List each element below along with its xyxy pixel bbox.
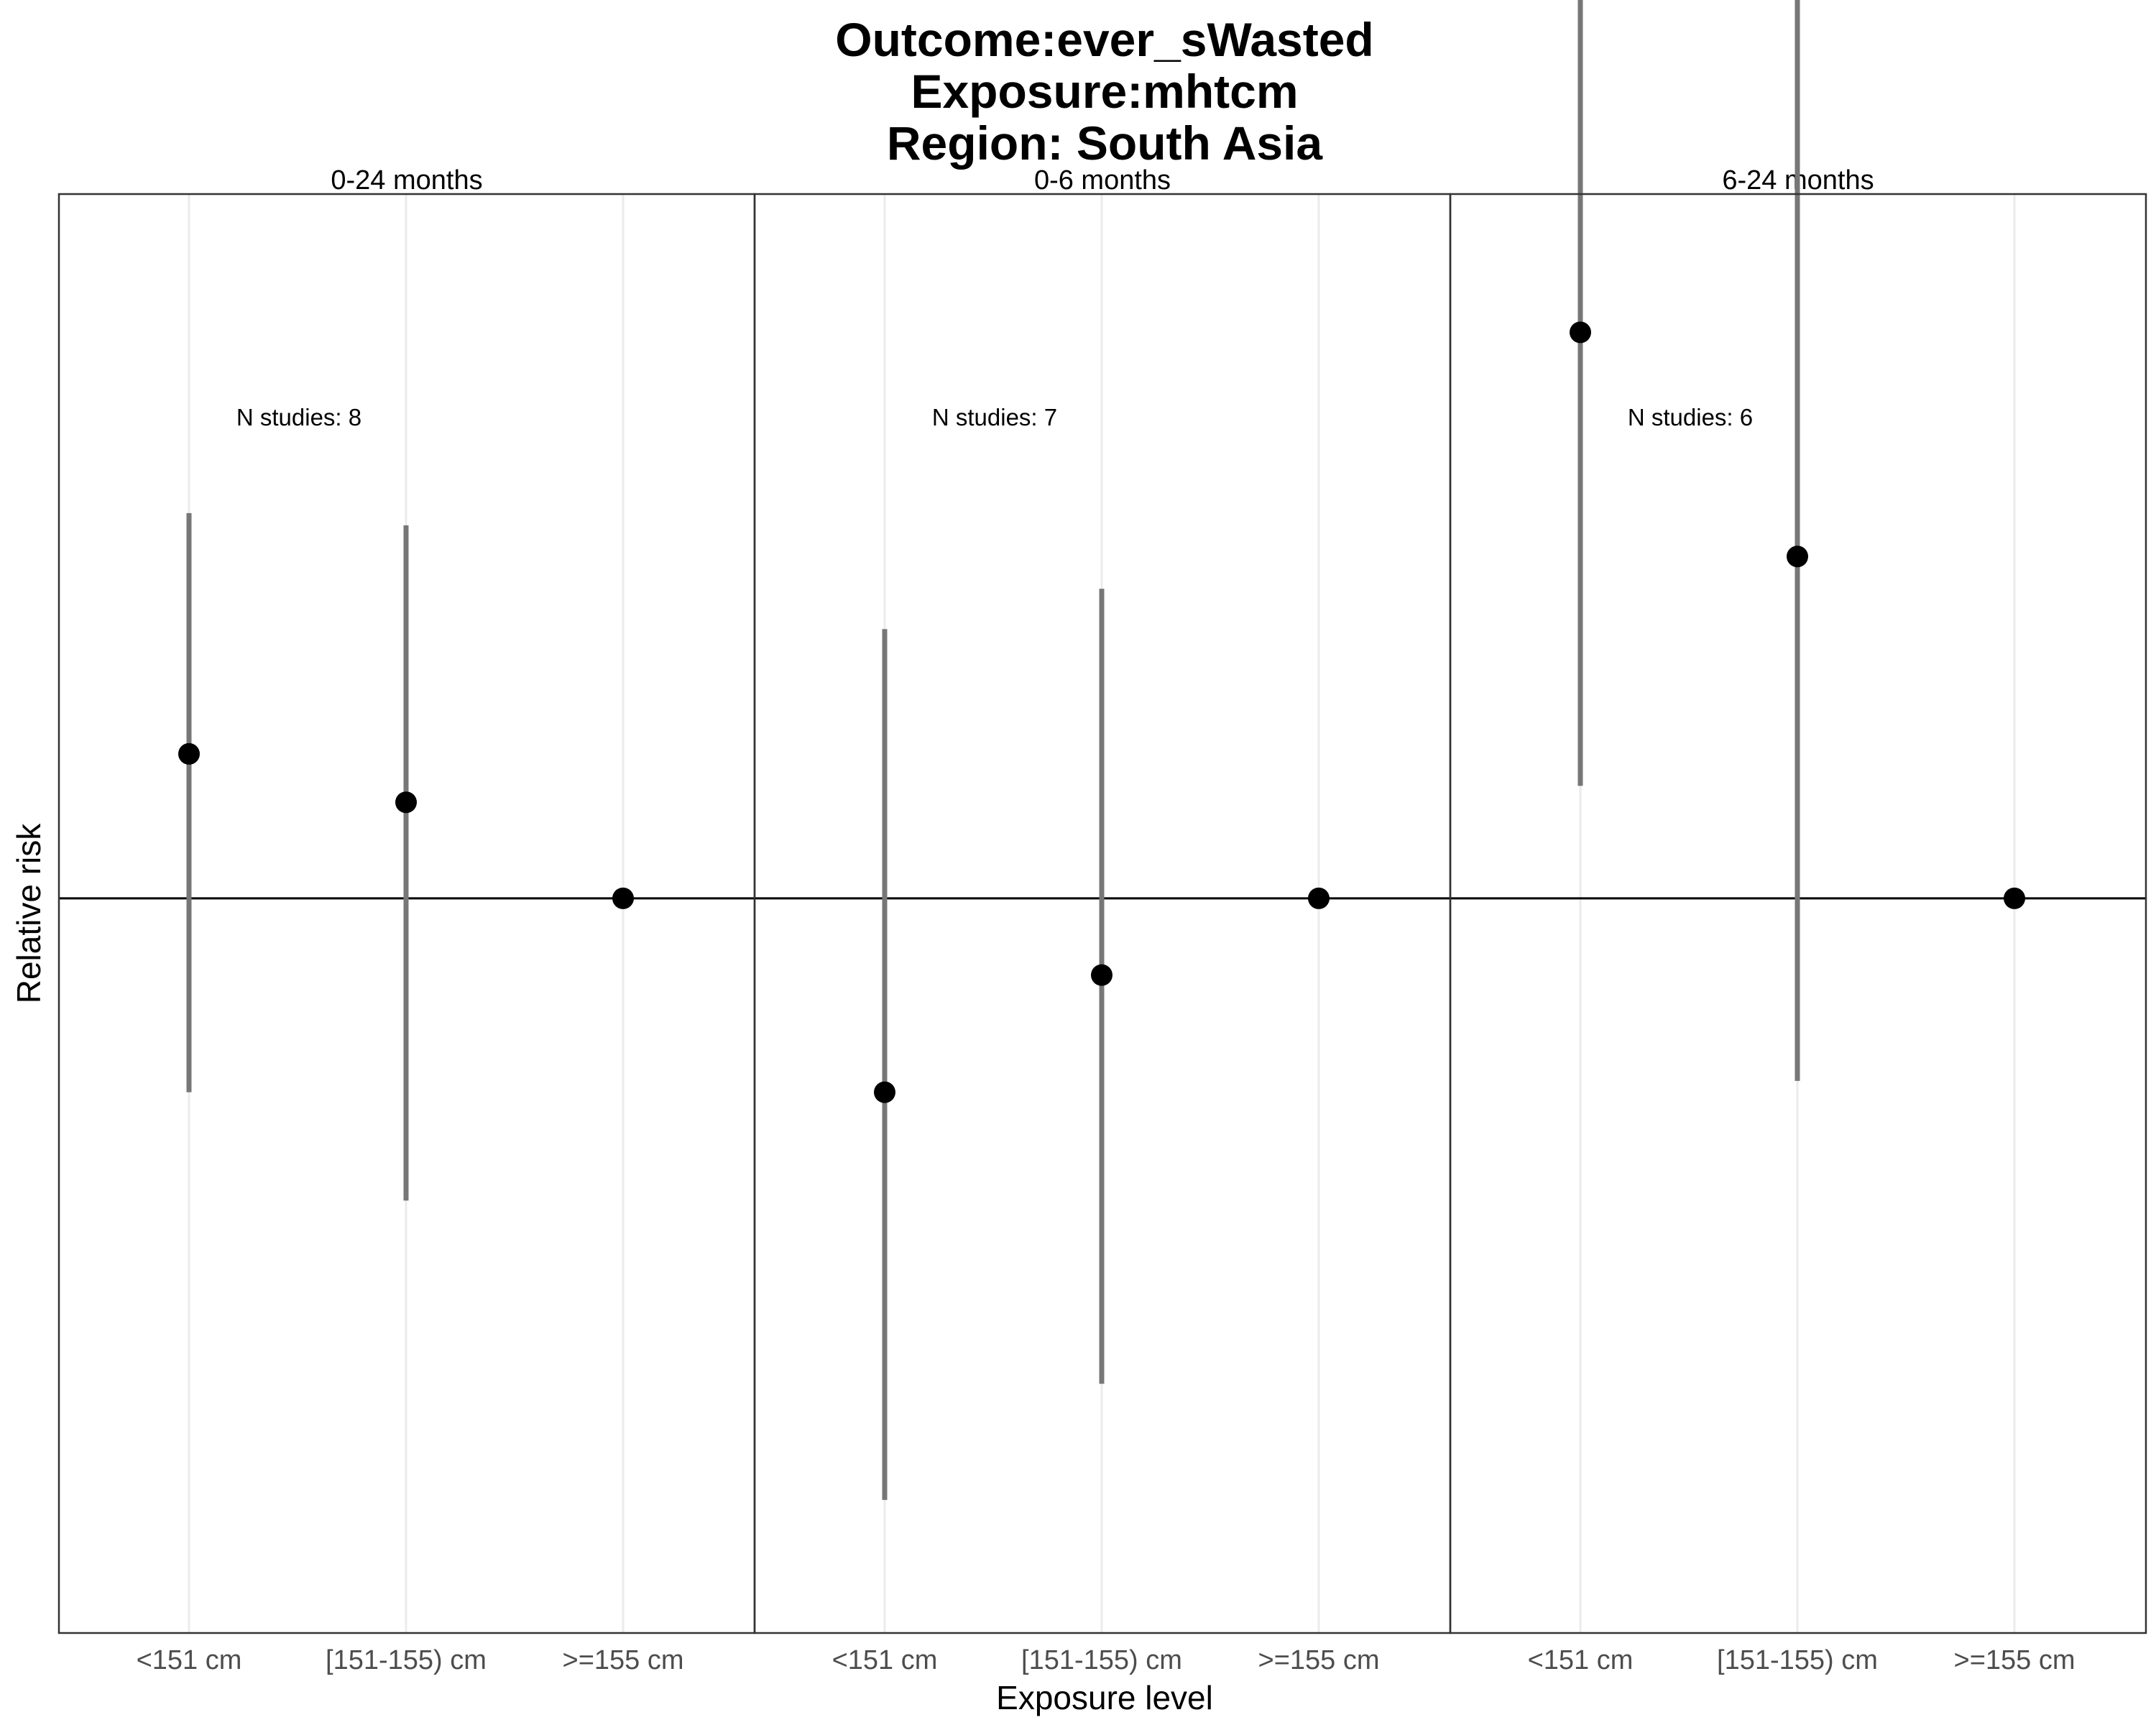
point-estimate — [874, 1081, 895, 1103]
facet-strip-label: 0-24 months — [331, 165, 482, 196]
y-axis-title: Relative risk — [10, 823, 47, 1004]
panel-border — [1449, 193, 2147, 1634]
x-tick-label: [151-155) cm — [1717, 1645, 1878, 1675]
point-estimate — [395, 791, 417, 814]
x-axis-title: Exposure level — [996, 1679, 1213, 1716]
x-tick-label: [151-155) cm — [1021, 1645, 1182, 1675]
title-line-outcome: Outcome:ever_sWasted — [835, 13, 1374, 66]
facet-strip-label: 0-6 months — [1034, 165, 1171, 196]
n-studies-label: N studies: 8 — [236, 404, 361, 431]
n-studies-label: N studies: 6 — [1628, 404, 1753, 431]
point-estimate — [612, 887, 634, 909]
point-estimate — [1787, 546, 1808, 568]
x-tick-label: >=155 cm — [563, 1645, 684, 1675]
x-tick-label: <151 cm — [832, 1645, 938, 1675]
x-tick-label: <151 cm — [1528, 1645, 1634, 1675]
facet-panels: 0-24 months N studies: 8 <151 cm [151-155) … — [57, 0, 2147, 1675]
facet-panel: 0-24 months N studies: 8 <151 cm [151-155) … — [57, 165, 756, 1675]
n-studies-label: N studies: 7 — [932, 404, 1057, 431]
x-tick-label: [151-155) cm — [326, 1645, 487, 1675]
chart-title: Outcome:ever_sWasted Exposure:mhtcm Regi… — [835, 13, 1374, 170]
title-line-region: Region: South Asia — [887, 116, 1324, 170]
x-tick-label: >=155 cm — [1258, 1645, 1380, 1675]
x-tick-label: >=155 cm — [1954, 1645, 2076, 1675]
point-estimate — [1091, 964, 1112, 986]
point-estimate — [1570, 321, 1591, 344]
point-estimate — [1308, 887, 1330, 909]
point-estimate — [178, 742, 200, 765]
x-tick-label: <151 cm — [137, 1645, 242, 1675]
title-line-exposure: Exposure:mhtcm — [911, 65, 1298, 118]
facet-panel: 0-6 months N studies: 7 <151 cm [151-155) c… — [753, 165, 1452, 1675]
point-estimate — [2004, 887, 2025, 909]
